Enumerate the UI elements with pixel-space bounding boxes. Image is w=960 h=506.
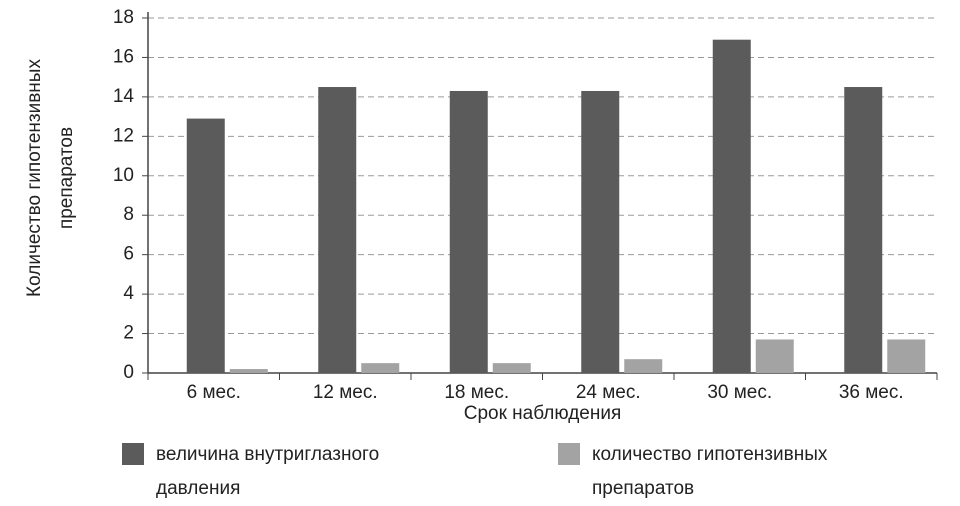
x-tick-label: 24 мес.: [576, 382, 641, 403]
y-tick-label: 14: [113, 86, 135, 107]
y-tick-label: 12: [113, 125, 134, 146]
y-tick-label: 8: [123, 204, 134, 225]
bar: [755, 339, 794, 373]
x-tick-label: 36 мес.: [839, 382, 904, 403]
bar: [712, 39, 751, 373]
bar: [361, 363, 400, 373]
legend-swatch: [122, 443, 144, 465]
bar: [186, 118, 225, 373]
y-tick-label: 10: [113, 165, 134, 186]
x-tick-label: 18 мес.: [444, 382, 509, 403]
y-tick-label: 6: [123, 244, 134, 265]
y-tick-label: 2: [123, 323, 134, 344]
bar: [844, 87, 883, 374]
y-tick-label: 4: [123, 283, 134, 304]
x-tick-label: 6 мес.: [187, 382, 241, 403]
bar: [318, 87, 357, 374]
bar: [887, 339, 926, 373]
y-tick-label: 0: [123, 362, 134, 383]
bar: [449, 90, 488, 373]
bar: [624, 359, 663, 373]
y-axis-title: препаратов: [56, 127, 77, 229]
y-tick-label: 18: [113, 7, 134, 28]
y-axis-title: Количество гипотензивных: [24, 59, 45, 297]
x-axis-title: Срок наблюдения: [464, 403, 622, 424]
x-tick-label: 12 мес.: [313, 382, 378, 403]
bar: [229, 369, 268, 373]
y-tick-label: 16: [113, 46, 134, 67]
x-tick-label: 30 мес.: [707, 382, 772, 403]
bar: [581, 90, 620, 373]
legend-swatch: [558, 443, 580, 465]
legend-label: величина внутриглазного давления: [156, 444, 380, 499]
legend-item: величина внутриглазного давления: [122, 438, 446, 506]
legend-label: количество гипотензивных препаратов: [592, 444, 828, 499]
legend-item: количество гипотензивных препаратов: [558, 438, 882, 506]
bar: [492, 363, 531, 373]
